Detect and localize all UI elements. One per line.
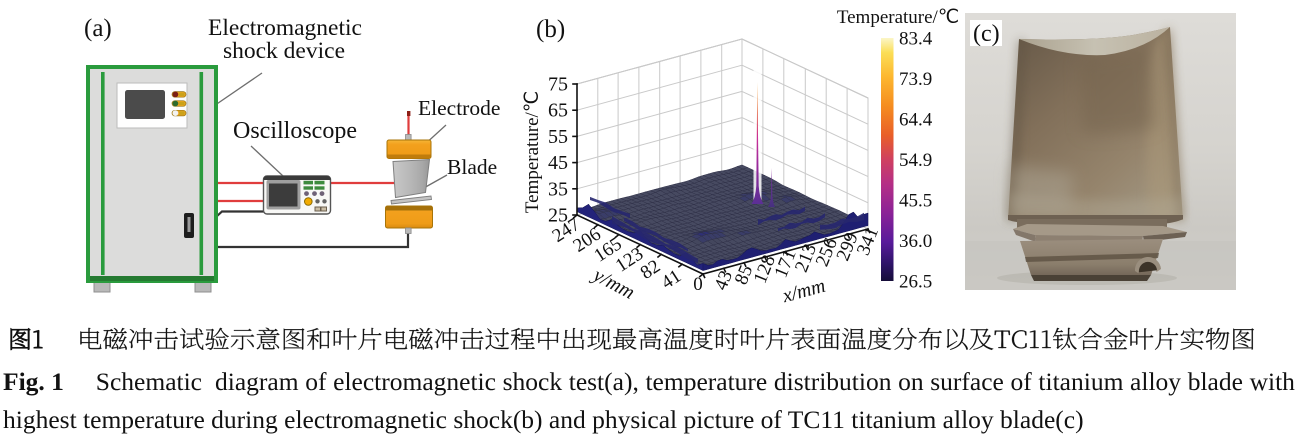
svg-text:(a): (a) — [84, 15, 112, 42]
svg-text:Blade: Blade — [447, 155, 497, 179]
svg-text:Oscilloscope: Oscilloscope — [233, 118, 357, 144]
svg-text:35: 35 — [548, 178, 568, 200]
svg-text:65: 65 — [548, 100, 568, 122]
svg-text:Electrode: Electrode — [418, 96, 500, 120]
svg-text:0: 0 — [693, 274, 703, 295]
svg-text:75: 75 — [548, 74, 568, 96]
svg-text:45.5: 45.5 — [899, 191, 932, 212]
svg-text:(b): (b) — [536, 16, 565, 43]
svg-text:Electromagnetic: Electromagnetic — [208, 15, 362, 41]
svg-text:25: 25 — [548, 205, 568, 227]
svg-text:shock device: shock device — [223, 38, 345, 64]
svg-text:55: 55 — [548, 126, 568, 148]
svg-text:Temperature/℃: Temperature/℃ — [837, 7, 959, 28]
svg-text:83.4: 83.4 — [899, 29, 933, 50]
svg-text:45: 45 — [548, 152, 568, 174]
svg-text:64.4: 64.4 — [899, 110, 933, 131]
svg-text:26.5: 26.5 — [899, 272, 932, 293]
svg-text:341: 341 — [853, 224, 883, 258]
svg-text:73.9: 73.9 — [899, 69, 932, 90]
svg-text:(c): (c) — [973, 21, 1000, 47]
svg-text:36.0: 36.0 — [899, 231, 932, 252]
svg-text:54.9: 54.9 — [899, 150, 932, 171]
svg-text:Temperature/℃: Temperature/℃ — [522, 91, 543, 213]
